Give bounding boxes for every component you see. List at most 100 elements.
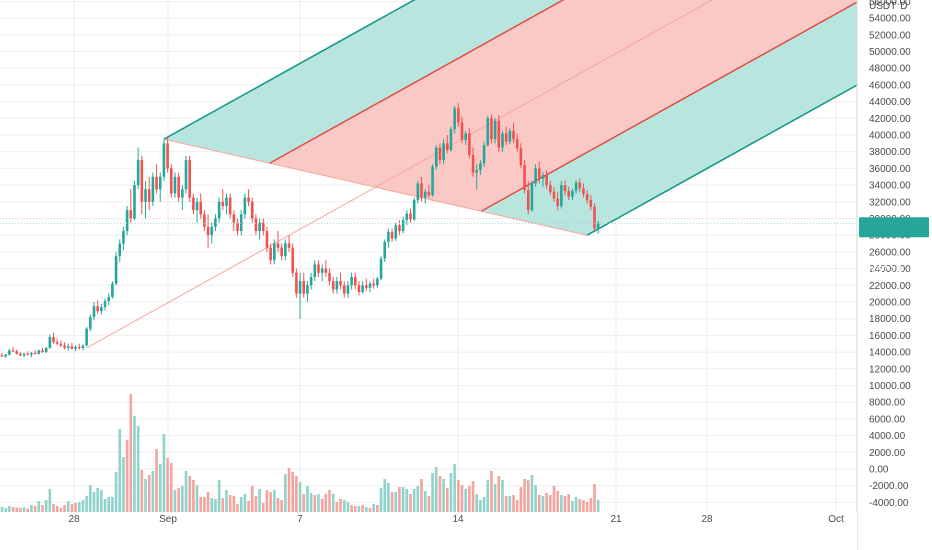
volume-bar: [228, 495, 232, 512]
y-tick-label: 18000.00: [869, 314, 911, 325]
candle: [44, 347, 48, 353]
volume-bar: [320, 499, 324, 512]
volume-bar: [250, 486, 254, 512]
volume-bar: [210, 498, 214, 512]
volume-bar: [107, 497, 111, 512]
volume-bar: [365, 507, 368, 512]
volume-bar: [188, 476, 191, 512]
candle: [177, 172, 180, 202]
candle: [479, 160, 482, 176]
volume-bar: [515, 500, 519, 512]
candle-body: [162, 143, 166, 177]
volume-bar: [37, 501, 41, 512]
candle: [0, 352, 4, 358]
candle: [387, 228, 390, 248]
candle: [158, 172, 162, 202]
candle-body: [372, 283, 375, 286]
volume-bar: [405, 489, 409, 512]
candle: [195, 197, 199, 223]
candle-body: [427, 191, 431, 196]
candle: [162, 139, 166, 181]
candle-body: [545, 175, 548, 186]
candle-body: [85, 328, 88, 346]
volume-bar: [66, 501, 70, 512]
candle-body: [398, 225, 401, 232]
candle: [125, 205, 129, 236]
volume-bar: [55, 506, 59, 512]
candle-body: [302, 281, 306, 294]
candle-body: [353, 276, 357, 286]
candle-body: [309, 276, 313, 286]
candle-body: [114, 256, 118, 284]
candle: [199, 193, 203, 219]
candle-body: [405, 213, 409, 221]
candle-body: [122, 231, 125, 244]
candle-body: [55, 342, 59, 344]
candle: [261, 218, 265, 236]
y-tick-label: 10000.00: [869, 381, 911, 392]
candle: [100, 303, 103, 315]
volume-bar: [118, 429, 122, 512]
volume-bar: [77, 502, 81, 512]
candle-body: [169, 168, 173, 194]
candle-body: [471, 155, 475, 173]
y-tick-label: 16000.00: [869, 331, 911, 342]
candle-body: [438, 147, 442, 161]
candle: [298, 272, 302, 319]
volume-bar: [26, 508, 30, 512]
volume-series: [0, 394, 600, 512]
candle: [41, 347, 44, 353]
candle-body: [19, 353, 22, 356]
candle: [169, 164, 173, 198]
candle-body: [585, 194, 589, 201]
candle: [534, 164, 537, 187]
candle-body: [445, 143, 449, 151]
candle-body: [567, 190, 571, 197]
candle: [59, 340, 63, 348]
candle: [449, 126, 453, 152]
volume-bar: [217, 480, 221, 512]
candle: [280, 243, 283, 261]
fork-upper-inner-line: [269, 0, 565, 164]
candle: [353, 272, 357, 290]
y-tick-label: -4000.00: [869, 498, 909, 509]
volume-bar: [41, 505, 44, 512]
time-axis[interactable]: 28 Sep 7 14 21 28 Oct: [0, 512, 857, 550]
candle: [409, 208, 412, 223]
volume-bar: [475, 494, 479, 512]
candle-body: [423, 191, 427, 198]
volume-bar: [33, 506, 37, 512]
candle: [103, 298, 107, 311]
candle: [89, 314, 92, 332]
candle-body: [265, 231, 269, 248]
candle-body: [66, 346, 70, 348]
candle-body: [158, 176, 162, 190]
volume-bar: [372, 504, 375, 512]
volume-bar: [313, 495, 317, 512]
y-tick-label: 38000.00: [869, 147, 911, 158]
volume-bar: [357, 506, 361, 512]
candle: [133, 180, 136, 221]
candle-body: [368, 283, 372, 288]
candle-body: [460, 122, 464, 141]
candle-body: [8, 350, 11, 355]
candle-body: [350, 276, 353, 286]
time-axis-background: [0, 512, 857, 550]
candle: [188, 155, 191, 202]
candle: [250, 197, 254, 223]
x-tick-label: 7: [297, 514, 303, 525]
candle-body: [479, 163, 482, 171]
volume-bar: [192, 480, 195, 512]
candle: [206, 214, 210, 248]
candle: [247, 189, 250, 206]
candle: [438, 143, 442, 165]
candle-body: [578, 182, 582, 189]
candle-body: [136, 160, 140, 186]
andrews-pitchfork[interactable]: [86, 0, 858, 349]
volume-bar: [549, 495, 552, 512]
volume-bar: [92, 492, 96, 512]
volume-bar: [258, 489, 261, 512]
candle: [541, 171, 545, 187]
